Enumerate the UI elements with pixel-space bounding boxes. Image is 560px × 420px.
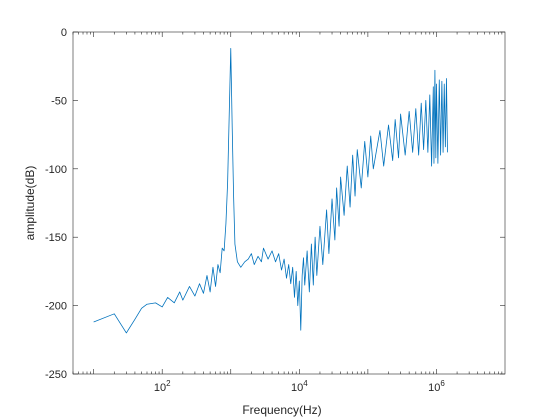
y-axis-label: amplitude(dB) xyxy=(23,166,37,241)
y-tick-label: 0 xyxy=(61,27,67,39)
axes: 102 104 106 0 -50 -100 -150 -200 -250 xyxy=(45,27,506,394)
y-tick-label: -250 xyxy=(45,369,67,381)
y-tick-label: -150 xyxy=(45,232,67,244)
axes-box xyxy=(72,31,506,375)
x-tick-label: 102 xyxy=(154,379,171,394)
y-tick-label: -200 xyxy=(45,301,67,313)
x-axis-label: Frequency(Hz) xyxy=(242,403,321,417)
x-tick-label: 104 xyxy=(291,379,308,394)
y-tick-label: -50 xyxy=(51,95,67,107)
series-line xyxy=(93,48,448,334)
plot-area xyxy=(93,48,448,334)
x-tick-label: 106 xyxy=(428,379,445,394)
y-tick-label: -100 xyxy=(45,164,67,176)
